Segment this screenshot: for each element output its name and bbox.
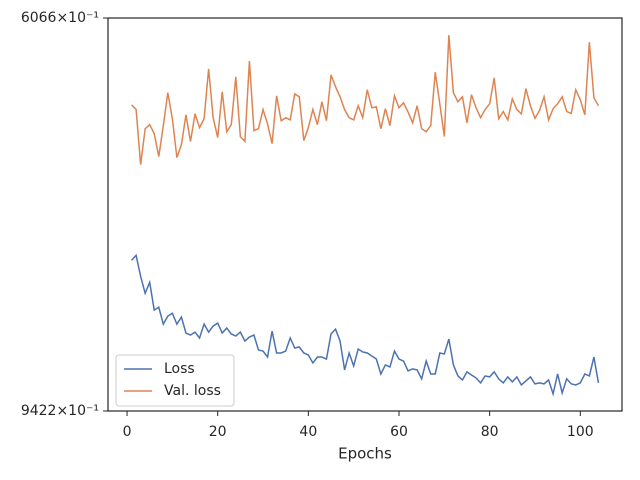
x-tick-label: 80 bbox=[481, 424, 499, 440]
y-tick-label: 9422×10⁻¹ bbox=[21, 403, 99, 419]
x-tick-label: 40 bbox=[299, 424, 317, 440]
legend: Loss Val. loss bbox=[115, 354, 235, 407]
x-tick-label: 0 bbox=[123, 424, 132, 440]
series-line bbox=[131, 35, 600, 165]
x-tick-label: 60 bbox=[390, 424, 408, 440]
legend-label: Loss bbox=[164, 361, 195, 377]
y-tick-label: 6066×10⁻¹ bbox=[21, 10, 99, 26]
x-axis-label: Epochs bbox=[338, 445, 392, 463]
x-tick-label: 100 bbox=[567, 424, 594, 440]
axes-frame bbox=[107, 17, 623, 412]
x-tick-label: 20 bbox=[209, 424, 227, 440]
series-line bbox=[131, 253, 600, 397]
legend-box bbox=[115, 354, 235, 407]
legend-label: Val. loss bbox=[164, 383, 221, 399]
